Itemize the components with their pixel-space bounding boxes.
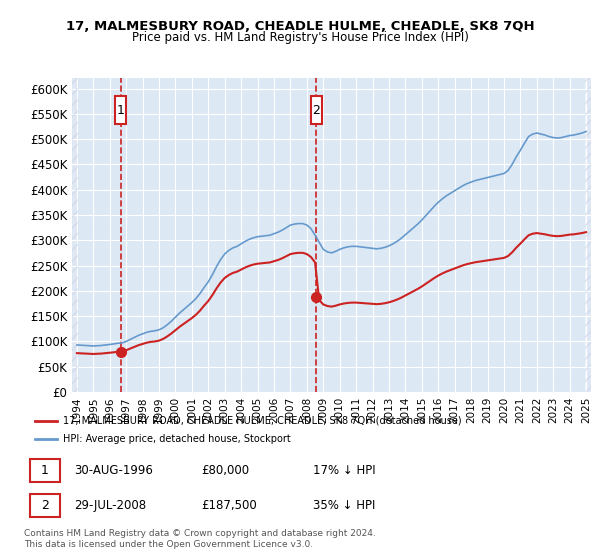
Text: HPI: Average price, detached house, Stockport: HPI: Average price, detached house, Stoc…: [63, 434, 290, 444]
Text: 17% ↓ HPI: 17% ↓ HPI: [313, 464, 375, 477]
Text: 1: 1: [41, 464, 49, 477]
FancyBboxPatch shape: [115, 96, 127, 124]
Bar: [586, 78, 594, 392]
Text: 17, MALMESBURY ROAD, CHEADLE HULME, CHEADLE, SK8 7QH: 17, MALMESBURY ROAD, CHEADLE HULME, CHEA…: [65, 20, 535, 32]
Text: 2: 2: [41, 499, 49, 512]
Text: £80,000: £80,000: [202, 464, 250, 477]
Text: Contains HM Land Registry data © Crown copyright and database right 2024.
This d: Contains HM Land Registry data © Crown c…: [24, 529, 376, 549]
Text: 17, MALMESBURY ROAD, CHEADLE HULME, CHEADLE, SK8 7QH (detached house): 17, MALMESBURY ROAD, CHEADLE HULME, CHEA…: [63, 416, 461, 426]
Text: 29-JUL-2008: 29-JUL-2008: [74, 499, 146, 512]
Text: 1: 1: [116, 104, 125, 116]
Bar: [69, 78, 77, 392]
Text: 2: 2: [313, 104, 320, 116]
FancyBboxPatch shape: [311, 96, 322, 124]
FancyBboxPatch shape: [29, 494, 60, 516]
Text: £187,500: £187,500: [202, 499, 257, 512]
Text: Price paid vs. HM Land Registry's House Price Index (HPI): Price paid vs. HM Land Registry's House …: [131, 31, 469, 44]
FancyBboxPatch shape: [29, 459, 60, 482]
Text: 35% ↓ HPI: 35% ↓ HPI: [313, 499, 375, 512]
Text: 30-AUG-1996: 30-AUG-1996: [74, 464, 153, 477]
